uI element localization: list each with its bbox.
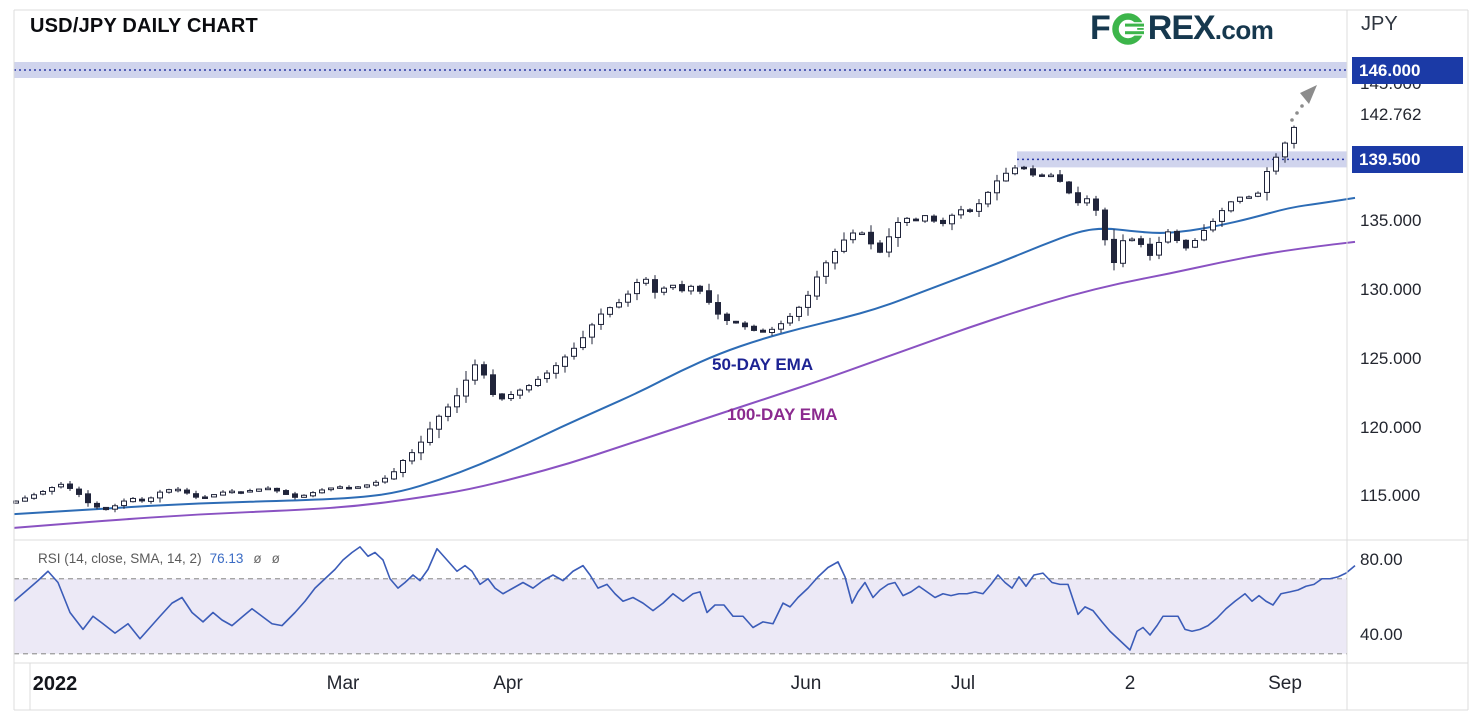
ema50-label: 50-DAY EMA [712, 355, 814, 374]
forex-logo: F REX .com [1090, 9, 1274, 47]
time-axis-label: Sep [1268, 673, 1302, 694]
price-level-badge: 139.500 [1352, 145, 1463, 173]
price-axis-label: 125.000 [1360, 348, 1422, 368]
price-axis-label: 142.762 [1360, 104, 1422, 124]
time-axis-label: Apr [493, 673, 523, 694]
price-axis-label: 130.000 [1360, 280, 1422, 299]
rsi-settings-label: RSI (14, close, SMA, 14, 2) [38, 551, 202, 566]
time-axis-label: 2022 [32, 673, 78, 695]
logo-text-rex: REX [1147, 9, 1216, 47]
logo-o-icon [1112, 13, 1145, 45]
price-axis-currency-label: JPY [1361, 13, 1398, 35]
rsi-indicator-header: RSI (14, close, SMA, 14, 2) 76.13 ø ø [38, 551, 280, 566]
price-axis-label: 120.000 [1360, 417, 1422, 437]
time-axis-label: Mar [326, 673, 360, 694]
rsi-hide-icon: ø [271, 551, 280, 566]
time-axis-label: 2 [1124, 673, 1136, 694]
rsi-hide-icon: ø [253, 551, 262, 566]
time-axis-label: Jul [950, 673, 976, 694]
ema100-label: 100-DAY EMA [727, 405, 838, 424]
time-axis-label: Jun [790, 673, 822, 694]
price-axis-label: 115.000 [1360, 486, 1421, 506]
price-axis-label: 135.000 [1360, 211, 1422, 231]
rsi-current-value: 76.13 [209, 551, 244, 566]
logo-text-f: F [1090, 9, 1111, 47]
page-title: USD/JPY DAILY CHART [30, 15, 258, 37]
rsi-axis-label: 80.00 [1360, 550, 1403, 569]
price-level-badge: 146.000 [1352, 56, 1463, 84]
rsi-axis-label: 40.00 [1360, 625, 1403, 644]
logo-text-com: .com [1214, 15, 1274, 45]
